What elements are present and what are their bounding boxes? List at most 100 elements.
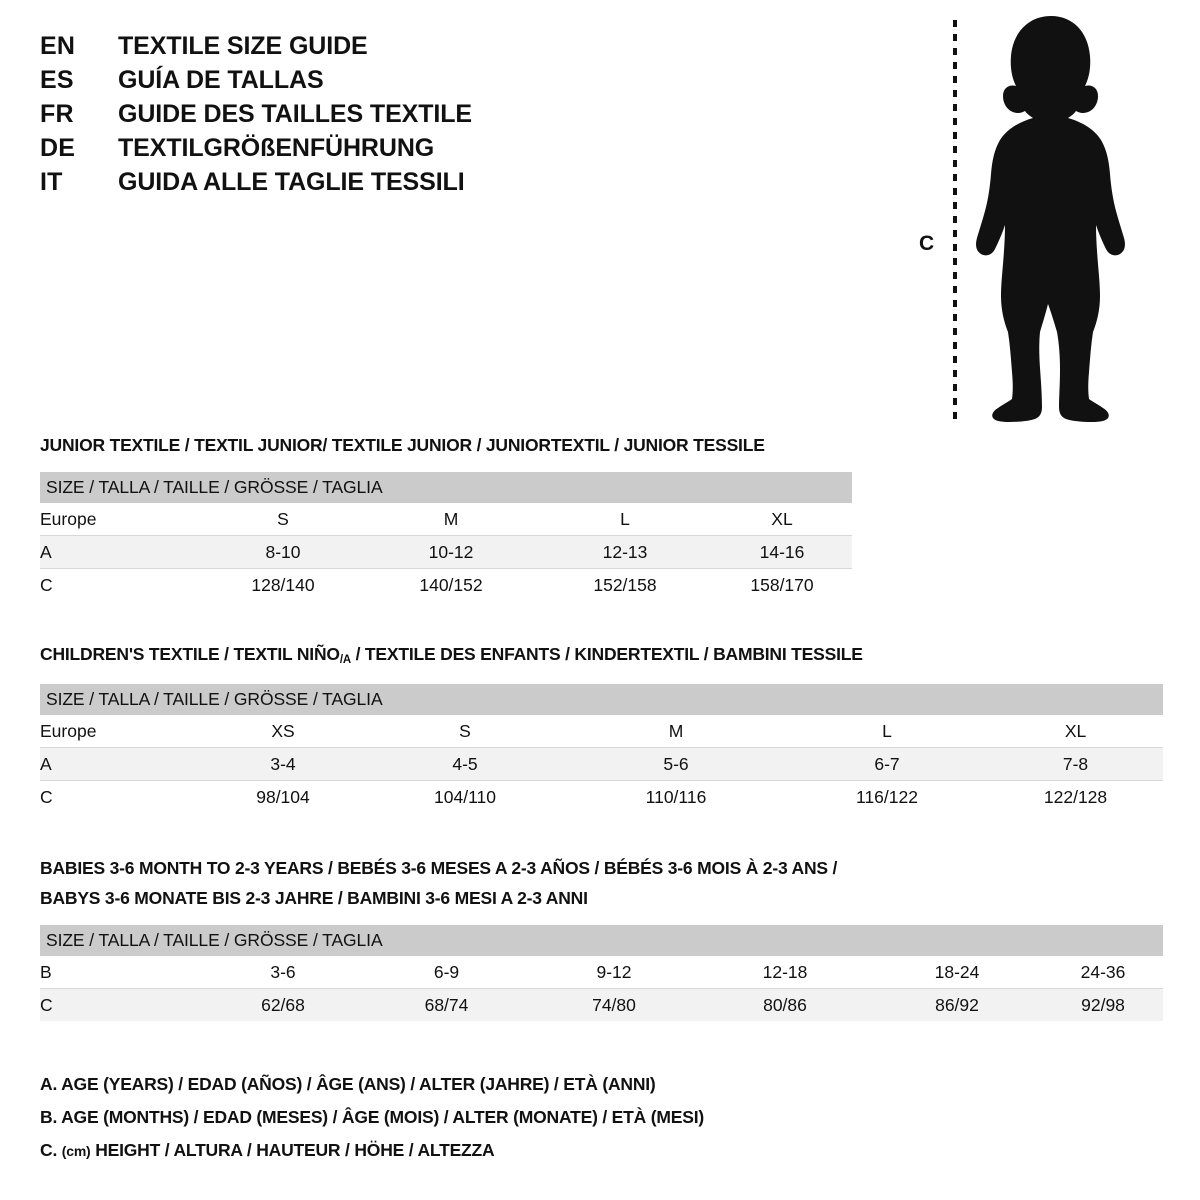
language-code-de: DE xyxy=(40,134,76,162)
table-cell: 158/170 xyxy=(712,568,853,601)
language-title-de: TEXTILGRÖßENFÜHRUNG xyxy=(118,134,435,162)
section-heading-children: CHILDREN'S TEXTILE / TEXTIL NIÑO/A / TEX… xyxy=(40,641,1163,670)
language-title-en: TEXTILE SIZE GUIDE xyxy=(118,32,368,60)
table-cell: 6-9 xyxy=(364,956,529,989)
language-code-en: EN xyxy=(40,32,76,60)
table-cell: 62/68 xyxy=(202,988,364,1021)
table-cell: 152/158 xyxy=(538,568,712,601)
table-cell: 14-16 xyxy=(712,535,853,569)
row-label: Europe xyxy=(40,503,202,536)
table-cell: 128/140 xyxy=(202,568,364,601)
table-cell: S xyxy=(202,503,364,536)
section-children: CHILDREN'S TEXTILE / TEXTIL NIÑO/A / TEX… xyxy=(40,641,1164,813)
language-code-it: IT xyxy=(40,168,63,196)
table-cell: 104/110 xyxy=(364,780,566,813)
language-title-es: GUÍA DE TALLAS xyxy=(118,66,324,94)
row-label: A xyxy=(40,747,202,781)
section-junior: JUNIOR TEXTILE / TEXTIL JUNIOR/ TEXTILE … xyxy=(40,432,853,601)
section-heading-children-sub: /A xyxy=(339,654,351,666)
section-babies: BABIES 3-6 MONTH TO 2-3 YEARS / BEBÉS 3-… xyxy=(40,855,1164,1021)
table-cell: 7-8 xyxy=(988,747,1164,781)
table-row: C 98/104 104/110 110/116 116/122 122/128 xyxy=(40,780,1164,813)
table-row: B 3-6 6-9 9-12 12-18 18-24 24-36 xyxy=(40,956,1164,989)
table-cell: 24-36 xyxy=(1043,956,1164,989)
legend-line-c-post: HEIGHT / ALTURA / HAUTEUR / HÖHE / ALTEZ… xyxy=(90,1140,495,1160)
table-row: A 3-4 4-5 5-6 6-7 7-8 xyxy=(40,747,1164,781)
table-banner-label: SIZE / TALLA / TAILLE / GRÖSSE / TAGLIA xyxy=(40,684,1164,715)
table-banner-label: SIZE / TALLA / TAILLE / GRÖSSE / TAGLIA xyxy=(40,472,853,503)
language-title-block: EN TEXTILE SIZE GUIDE ES GUÍA DE TALLAS … xyxy=(40,32,600,202)
section-heading-junior: JUNIOR TEXTILE / TEXTIL JUNIOR/ TEXTILE … xyxy=(40,435,765,455)
language-title-it: GUIDA ALLE TAGLIE TESSILI xyxy=(118,168,465,196)
legend-line-c-pre: C. xyxy=(40,1140,62,1160)
table-row: Europe S M L XL xyxy=(40,503,853,536)
table-cell: 10-12 xyxy=(364,535,538,569)
legend-unit-cm: (cm) xyxy=(61,1143,91,1159)
table-banner-label: SIZE / TALLA / TAILLE / GRÖSSE / TAGLIA xyxy=(40,925,1164,956)
size-table-junior: SIZE / TALLA / TAILLE / GRÖSSE / TAGLIA … xyxy=(40,472,853,601)
table-row: A 8-10 10-12 12-13 14-16 xyxy=(40,535,853,569)
language-title-fr: GUIDE DES TAILLES TEXTILE xyxy=(118,100,473,128)
table-row: C 62/68 68/74 74/80 80/86 86/92 92/98 xyxy=(40,988,1164,1021)
table-cell: 8-10 xyxy=(202,535,364,569)
table-cell: 74/80 xyxy=(529,988,699,1021)
table-cell: 86/92 xyxy=(871,988,1043,1021)
height-measure-label: C xyxy=(919,232,935,255)
table-row: C 128/140 140/152 152/158 158/170 xyxy=(40,568,853,601)
table-cell: 18-24 xyxy=(871,956,1043,989)
table-cell: 116/122 xyxy=(786,780,988,813)
language-code-fr: FR xyxy=(40,100,74,128)
language-row-en: EN TEXTILE SIZE GUIDE xyxy=(40,32,600,66)
size-table-children: SIZE / TALLA / TAILLE / GRÖSSE / TAGLIA … xyxy=(40,684,1164,813)
row-label: C xyxy=(40,568,202,601)
table-cell: 5-6 xyxy=(566,747,786,781)
table-cell: 12-13 xyxy=(538,535,712,569)
table-cell: 110/116 xyxy=(566,780,786,813)
table-cell: XS xyxy=(202,715,364,748)
table-cell: 4-5 xyxy=(364,747,566,781)
language-row-es: ES GUÍA DE TALLAS xyxy=(40,66,600,100)
language-row-de: DE TEXTILGRÖßENFÜHRUNG xyxy=(40,134,600,168)
height-measurement-figure: C xyxy=(905,14,1135,424)
table-cell: L xyxy=(538,503,712,536)
table-cell: M xyxy=(364,503,538,536)
table-cell: 98/104 xyxy=(202,780,364,813)
table-banner-row: SIZE / TALLA / TAILLE / GRÖSSE / TAGLIA xyxy=(40,684,1164,715)
section-heading-babies-line1: BABIES 3-6 MONTH TO 2-3 YEARS / BEBÉS 3-… xyxy=(40,858,838,878)
section-heading-babies-line2: BABYS 3-6 MONATE BIS 2-3 JAHRE / BAMBINI… xyxy=(40,888,588,908)
size-table-babies: SIZE / TALLA / TAILLE / GRÖSSE / TAGLIA … xyxy=(40,925,1164,1021)
language-row-fr: FR GUIDE DES TAILLES TEXTILE xyxy=(40,100,600,134)
table-banner-row: SIZE / TALLA / TAILLE / GRÖSSE / TAGLIA xyxy=(40,925,1164,956)
table-cell: S xyxy=(364,715,566,748)
legend-block: A. AGE (YEARS) / EDAD (AÑOS) / ÂGE (ANS)… xyxy=(40,1068,940,1168)
language-code-es: ES xyxy=(40,66,74,94)
table-cell: 68/74 xyxy=(364,988,529,1021)
table-cell: 92/98 xyxy=(1043,988,1164,1021)
section-heading-children-pre: CHILDREN'S TEXTILE / TEXTIL NIÑO xyxy=(40,644,340,664)
table-cell: 122/128 xyxy=(988,780,1164,813)
table-cell: XL xyxy=(712,503,853,536)
row-label: C xyxy=(40,988,202,1021)
legend-line-a: A. AGE (YEARS) / EDAD (AÑOS) / ÂGE (ANS)… xyxy=(40,1074,656,1094)
legend-line-c: C. (cm) HEIGHT / ALTURA / HAUTEUR / HÖHE… xyxy=(40,1134,940,1168)
legend-line-b: B. AGE (MONTHS) / EDAD (MESES) / ÂGE (MO… xyxy=(40,1107,704,1127)
child-silhouette-icon xyxy=(976,16,1125,422)
table-cell: 6-7 xyxy=(786,747,988,781)
table-cell: 3-6 xyxy=(202,956,364,989)
table-row: Europe XS S M L XL xyxy=(40,715,1164,748)
table-cell: 12-18 xyxy=(699,956,871,989)
table-cell: 3-4 xyxy=(202,747,364,781)
table-banner-row: SIZE / TALLA / TAILLE / GRÖSSE / TAGLIA xyxy=(40,472,853,503)
table-cell: 140/152 xyxy=(364,568,538,601)
row-label: Europe xyxy=(40,715,202,748)
table-cell: 9-12 xyxy=(529,956,699,989)
table-cell: 80/86 xyxy=(699,988,871,1021)
row-label: B xyxy=(40,956,202,989)
row-label: A xyxy=(40,535,202,569)
table-cell: L xyxy=(786,715,988,748)
table-cell: XL xyxy=(988,715,1164,748)
language-row-it: IT GUIDA ALLE TAGLIE TESSILI xyxy=(40,168,600,202)
height-dotted-line xyxy=(953,20,957,420)
row-label: C xyxy=(40,780,202,813)
section-heading-children-post: / TEXTILE DES ENFANTS / KINDERTEXTIL / B… xyxy=(350,644,863,664)
